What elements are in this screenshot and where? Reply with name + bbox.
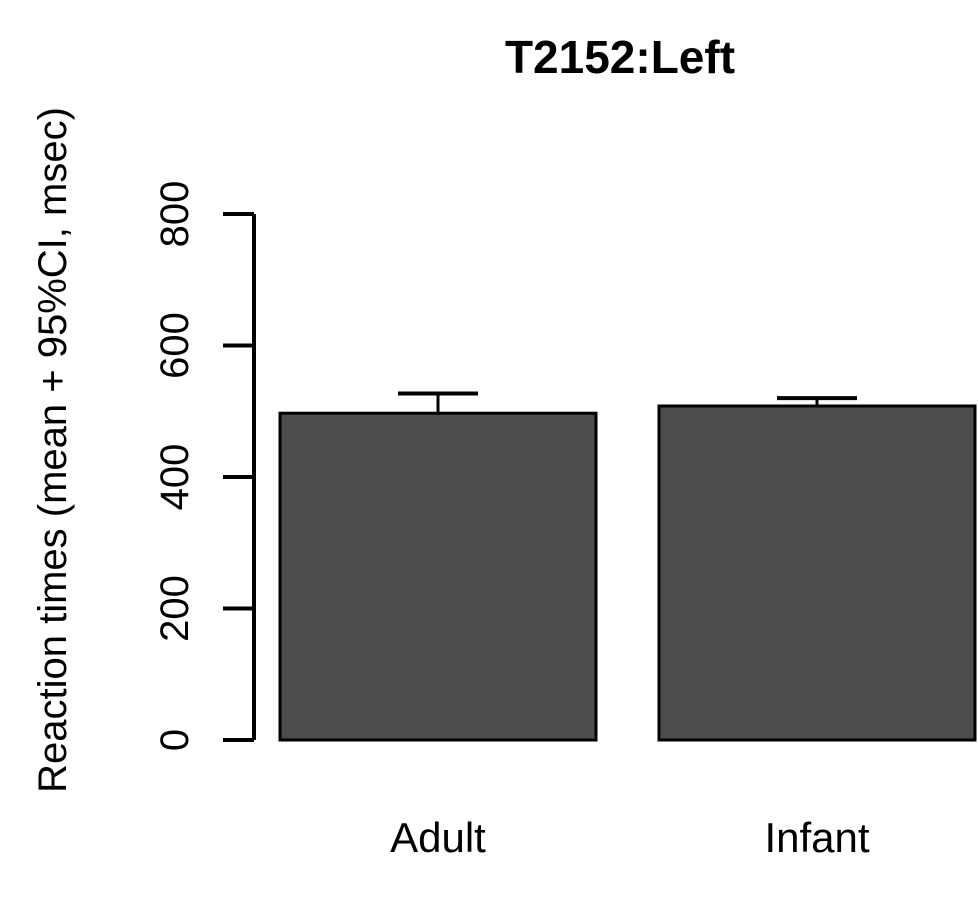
bar-adult	[278, 411, 598, 742]
y-axis: 0 200 400 600 800	[153, 181, 256, 751]
y-tick-label: 400	[153, 444, 197, 511]
y-axis-title: Reaction times (mean + 95%CI, msec)	[31, 107, 75, 793]
y-tick-label: 600	[153, 312, 197, 379]
bar-infant	[657, 404, 977, 742]
category-labels: Adult Infant	[390, 814, 870, 861]
y-tick-label: 200	[153, 575, 197, 642]
y-tick-label: 0	[153, 729, 197, 751]
y-tick-label: 800	[153, 181, 197, 248]
chart-title: T2152:Left	[505, 31, 735, 83]
category-label: Infant	[764, 814, 869, 861]
error-bars-group	[398, 391, 857, 414]
bars-group	[278, 404, 977, 742]
category-label: Adult	[390, 814, 486, 861]
